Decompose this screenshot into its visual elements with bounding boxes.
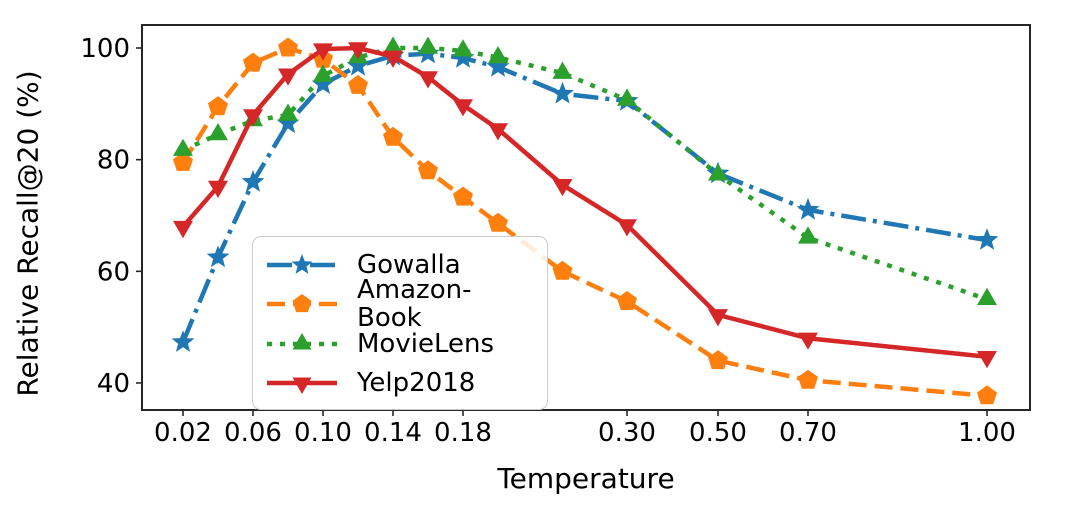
x-tick-label: 0.10 <box>294 418 352 448</box>
y-tick-label: 40 <box>97 369 130 399</box>
marker-amazon-book <box>418 160 438 180</box>
marker-gowalla <box>975 228 999 250</box>
x-tick-label: 0.18 <box>434 418 492 448</box>
marker-gowalla <box>171 330 195 352</box>
x-tick-label: 0.02 <box>154 418 212 448</box>
marker-yelp2018 <box>313 43 333 61</box>
marker-yelp2018 <box>383 50 403 68</box>
marker-movielens <box>418 36 438 54</box>
marker-gowalla <box>796 197 820 220</box>
marker-yelp2018 <box>418 71 438 89</box>
x-tick-label: 0.14 <box>364 418 422 448</box>
legend-sample-yelp2018 <box>267 377 337 395</box>
legend-item-amazon-book: Amazon-Book <box>265 276 535 332</box>
marker-yelp2018 <box>278 68 298 86</box>
y-tick-label: 100 <box>80 34 130 64</box>
legend-label-movielens: MovieLens <box>357 328 494 359</box>
legend-sample-gowalla <box>267 253 337 274</box>
legend-marker-gowalla-star-icon <box>291 253 313 274</box>
marker-amazon-book <box>488 212 508 232</box>
marker-amazon-book <box>798 369 818 389</box>
marker-movielens <box>278 103 298 121</box>
marker-yelp2018 <box>348 42 368 60</box>
marker-yelp2018 <box>243 109 263 127</box>
legend-box: Gowalla Amazon-Book MovieLens Yelp2018 <box>252 236 548 410</box>
marker-movielens <box>383 36 403 54</box>
marker-yelp2018 <box>798 332 818 350</box>
marker-yelp2018 <box>552 179 573 197</box>
y-axis-label: Relative Recall@20 (%) <box>11 70 45 397</box>
y-tick-label: 80 <box>97 146 130 176</box>
marker-amazon-book <box>243 52 263 72</box>
marker-amazon-book <box>552 260 573 280</box>
x-tick-label: 0.50 <box>689 418 747 448</box>
marker-movielens <box>313 64 333 82</box>
legend-sample-amazon-book <box>267 294 337 313</box>
marker-gowalla <box>276 111 300 134</box>
marker-amazon-book <box>383 126 403 146</box>
marker-gowalla <box>551 81 574 104</box>
marker-gowalla <box>241 170 265 192</box>
marker-yelp2018 <box>208 180 228 198</box>
legend-item-yelp2018: Yelp2018 <box>265 364 535 403</box>
legend-sample-movielens <box>267 332 337 350</box>
marker-movielens <box>552 61 573 79</box>
marker-yelp2018 <box>708 309 728 327</box>
marker-movielens <box>488 46 508 64</box>
marker-amazon-book <box>708 350 728 370</box>
marker-movielens <box>173 138 193 156</box>
marker-amazon-book <box>173 152 193 171</box>
marker-amazon-book <box>453 186 473 206</box>
marker-movielens <box>617 88 637 106</box>
marker-amazon-book <box>617 291 637 310</box>
y-tick-label: 60 <box>97 257 130 287</box>
x-tick-label: 0.06 <box>224 418 282 448</box>
marker-yelp2018 <box>173 220 193 239</box>
legend-item-movielens: MovieLens <box>265 324 535 363</box>
marker-yelp2018 <box>488 123 508 141</box>
marker-movielens <box>708 163 728 181</box>
marker-gowalla <box>346 53 370 76</box>
x-tick-label: 1.00 <box>958 418 1016 448</box>
legend-label-gowalla: Gowalla <box>357 249 461 280</box>
marker-yelp2018 <box>617 219 637 237</box>
legend-item-gowalla: Gowalla <box>265 245 535 284</box>
marker-gowalla <box>311 72 335 94</box>
marker-amazon-book <box>208 96 228 116</box>
legend-label-amazon-book: Amazon-Book <box>357 275 472 334</box>
marker-movielens <box>798 226 818 244</box>
x-tick-label: 0.70 <box>779 418 837 448</box>
marker-amazon-book <box>278 37 298 57</box>
marker-amazon-book <box>348 74 368 94</box>
x-tick-label: 0.30 <box>598 418 656 448</box>
plot-frame <box>141 24 1031 411</box>
marker-gowalla <box>451 46 475 68</box>
marker-gowalla <box>486 55 510 77</box>
marker-yelp2018 <box>977 351 997 369</box>
x-axis-label: Temperature <box>497 462 675 495</box>
marker-movielens <box>453 39 473 57</box>
marker-gowalla <box>206 245 230 268</box>
legend-marker-movielens-triangle-up-icon <box>292 332 312 350</box>
marker-movielens <box>208 123 228 141</box>
legend-marker-amazon-book-pentagon-icon <box>292 294 312 313</box>
legend-label-yelp2018: Yelp2018 <box>357 368 476 399</box>
marker-movielens <box>977 287 997 305</box>
marker-amazon-book <box>977 385 997 405</box>
legend-marker-yelp2018-triangle-down-icon <box>292 377 312 395</box>
marker-yelp2018 <box>453 99 473 117</box>
